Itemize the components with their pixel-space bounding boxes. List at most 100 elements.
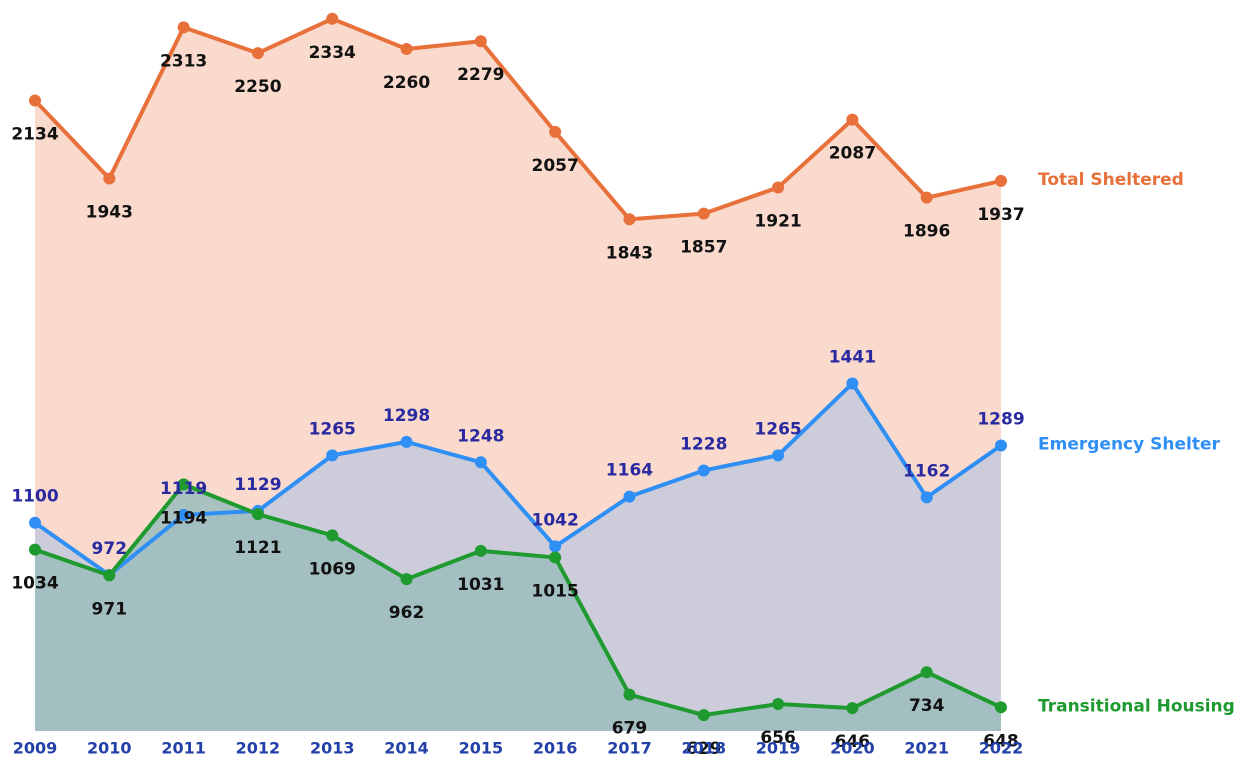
- series-label: Emergency Shelter: [1038, 435, 1220, 455]
- data-label: 1228: [680, 434, 727, 454]
- x-tick-label: 2021: [904, 739, 949, 758]
- data-label: 1164: [606, 461, 653, 481]
- data-label: 1843: [606, 243, 653, 263]
- data-label: 971: [92, 599, 128, 619]
- point: [29, 94, 41, 107]
- point: [549, 125, 562, 138]
- data-label: 2279: [457, 65, 504, 85]
- point: [400, 435, 413, 448]
- point: [29, 516, 41, 529]
- point: [326, 449, 339, 462]
- data-label: 2250: [234, 77, 281, 97]
- point: [400, 43, 413, 56]
- x-tick-label: 2011: [161, 739, 206, 758]
- point: [549, 540, 562, 553]
- point: [623, 490, 636, 503]
- line: [34, 482, 1002, 718]
- data-label: 1289: [977, 410, 1024, 430]
- data-label: 1194: [160, 508, 207, 528]
- x-tick-label: 2016: [533, 739, 578, 758]
- data-label: 962: [389, 603, 425, 623]
- data-label: 1034: [11, 574, 58, 594]
- data-label: 2057: [531, 156, 578, 176]
- point: [623, 213, 636, 226]
- x-tick-label: 2017: [607, 739, 652, 758]
- data-label: 2134: [11, 124, 58, 144]
- data-label: 1921: [754, 211, 801, 231]
- point: [697, 464, 710, 477]
- point: [326, 529, 339, 542]
- point: [995, 439, 1007, 452]
- data-label: 1042: [531, 510, 578, 530]
- x-tick-label: 2009: [13, 739, 58, 758]
- data-label: 2260: [383, 73, 430, 93]
- point: [920, 191, 933, 204]
- point: [846, 377, 859, 390]
- point: [326, 12, 339, 25]
- data-label: 1265: [309, 419, 356, 439]
- point: [177, 508, 190, 521]
- x-tick-label: 2013: [310, 739, 355, 758]
- data-label: 629: [686, 739, 722, 759]
- point: [549, 551, 562, 564]
- line: [33, 381, 1003, 577]
- x-tick-label: 2010: [87, 739, 132, 758]
- series-label: Transitional Housing: [1038, 696, 1235, 716]
- data-label: 1121: [234, 538, 281, 558]
- x-tick-label: 2022: [979, 739, 1024, 758]
- point: [474, 456, 487, 469]
- point: [400, 573, 413, 586]
- point: [623, 688, 636, 701]
- x-tick-label: 2020: [830, 739, 875, 758]
- point: [103, 172, 116, 185]
- data-label: 1129: [234, 475, 281, 495]
- point: [846, 702, 859, 715]
- data-label: 1119: [160, 479, 207, 499]
- data-label: 1896: [903, 222, 950, 242]
- data-label: 679: [612, 719, 648, 739]
- point: [251, 508, 264, 521]
- x-tick-label: 2012: [236, 739, 281, 758]
- series-label: Total Sheltered: [1038, 170, 1184, 190]
- point: [177, 478, 190, 491]
- data-label: 1015: [531, 581, 578, 601]
- area: [35, 484, 1001, 731]
- data-label: 734: [909, 696, 945, 716]
- point: [920, 666, 933, 679]
- x-tick-label: 2018: [682, 739, 727, 758]
- point: [846, 113, 859, 126]
- data-label: 1248: [457, 426, 504, 446]
- data-label: 1100: [11, 487, 58, 507]
- x-tick-label: 2019: [756, 739, 801, 758]
- point: [995, 701, 1007, 714]
- point: [251, 47, 264, 60]
- data-label: 648: [983, 731, 1019, 751]
- point: [772, 698, 785, 711]
- data-label: 1943: [86, 202, 133, 222]
- data-label: 1031: [457, 575, 504, 595]
- point: [920, 491, 933, 504]
- data-label: 656: [760, 728, 796, 748]
- point: [697, 207, 710, 220]
- data-label: 1069: [309, 559, 356, 579]
- data-label: 2334: [309, 43, 356, 63]
- point: [474, 35, 487, 48]
- point: [29, 543, 41, 556]
- point: [772, 449, 785, 462]
- data-label: 1441: [829, 347, 876, 367]
- data-label: 972: [92, 539, 128, 559]
- data-label: 1298: [383, 406, 430, 426]
- point: [103, 569, 116, 582]
- point: [177, 21, 190, 34]
- data-label: 1857: [680, 238, 727, 258]
- x-tick-label: 2014: [384, 739, 429, 758]
- data-label: 646: [835, 732, 871, 752]
- data-label: 2087: [829, 144, 876, 164]
- data-label: 2313: [160, 51, 207, 71]
- line: [33, 16, 1002, 222]
- point: [697, 709, 710, 722]
- point: [772, 181, 785, 194]
- data-label: 1265: [754, 419, 801, 439]
- data-label: 1937: [977, 205, 1024, 225]
